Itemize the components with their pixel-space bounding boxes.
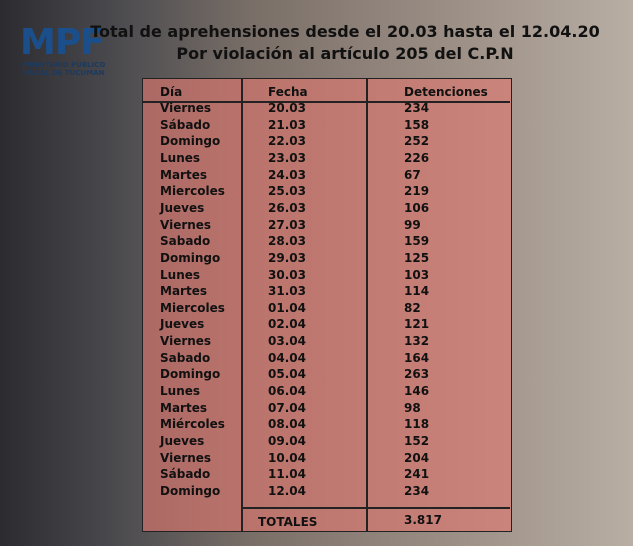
cell: 08.04 [268,417,306,432]
cell: Lunes [160,384,201,399]
column-header: Detenciones [404,85,488,99]
logo-line: MINISTERIO PÚBLICO [22,61,106,69]
cell: 99 [404,217,421,232]
cell: 24.03 [268,167,306,182]
cell: Domingo [160,134,221,149]
cell: 02.04 [268,317,306,332]
total-label: TOTALES [258,515,318,529]
divider [241,507,510,509]
cell: Miercoles [160,184,225,199]
cell: Miércoles [160,417,225,432]
cell: Jueves [160,200,205,215]
divider [143,101,510,103]
cell: 204 [404,450,430,465]
cell: 219 [404,184,430,199]
cell: 164 [404,350,430,365]
cell: 106 [404,200,430,215]
cell: Martes [160,400,207,415]
cell: 09.04 [268,434,306,448]
cell: 241 [404,467,430,482]
cell: Lunes [160,150,201,165]
cell: 234 [404,483,430,498]
cell: 234 [404,101,430,115]
cell: 26.03 [268,200,306,215]
logo-line: FISCAL DE TUCUMÁN [22,69,105,77]
cell: Viernes [160,217,212,232]
cell: 21.03 [268,117,306,132]
title: Total de aprehensiones desde el 20.03 ha… [90,22,600,41]
total: 3.817 [404,513,442,527]
cell: 07.04 [268,400,306,415]
table [142,78,512,532]
cell: 125 [404,250,430,265]
cell: 263 [404,367,430,382]
cell: 30.03 [268,267,306,282]
cell: 23.03 [268,150,306,165]
cell: Domingo [160,367,221,382]
cell: 28.03 [268,234,306,249]
cell: Viernes [160,101,212,115]
cell: 10.04 [268,450,306,465]
cell: Martes [160,284,207,299]
cell: 04.04 [268,350,306,365]
logo: MPF [20,22,105,63]
cell: 03.04 [268,334,306,349]
cell: Lunes [160,267,201,282]
cell: 159 [404,234,430,249]
cell: Sábado [160,117,211,132]
divider [366,79,368,531]
cell: Jueves [160,317,205,332]
cell: 146 [404,384,430,399]
column-header: Fecha [268,85,308,99]
column-header: Día [160,85,183,99]
cell: 114 [404,284,430,299]
cell: 118 [404,417,430,432]
cell: 252 [404,134,430,149]
cell: 20.03 [268,101,306,115]
cell: 98 [404,400,421,415]
cell: Sábado [160,467,211,482]
cell: 05.04 [268,367,306,382]
cell: Jueves [160,434,205,448]
cell: 27.03 [268,217,306,232]
cell: 29.03 [268,250,306,265]
cell: 11.04 [268,467,306,482]
cell: Miercoles [160,300,225,315]
cell: 31.03 [268,284,306,299]
cell: 01.04 [268,300,306,315]
cell: 22.03 [268,134,306,149]
cell: 121 [404,317,430,332]
cell: Viernes [160,450,212,465]
cell: 12.04 [268,483,306,498]
cell: 67 [404,167,421,182]
cell: Martes [160,167,207,182]
cell: 152 [404,434,430,448]
cell: 82 [404,300,421,315]
cell: Domingo [160,250,221,265]
cell: 158 [404,117,430,132]
cell: 25.03 [268,184,306,199]
cell: Viernes [160,334,212,349]
cell: 06.04 [268,384,306,399]
subtitle: Por violación al artículo 205 del C.P.N [176,44,514,63]
cell: 103 [404,267,430,282]
cell: 226 [404,150,430,165]
divider [241,79,243,531]
cell: Sabado [160,350,211,365]
cell: Domingo [160,483,221,498]
cell: Sabado [160,234,211,249]
cell: 132 [404,334,430,349]
